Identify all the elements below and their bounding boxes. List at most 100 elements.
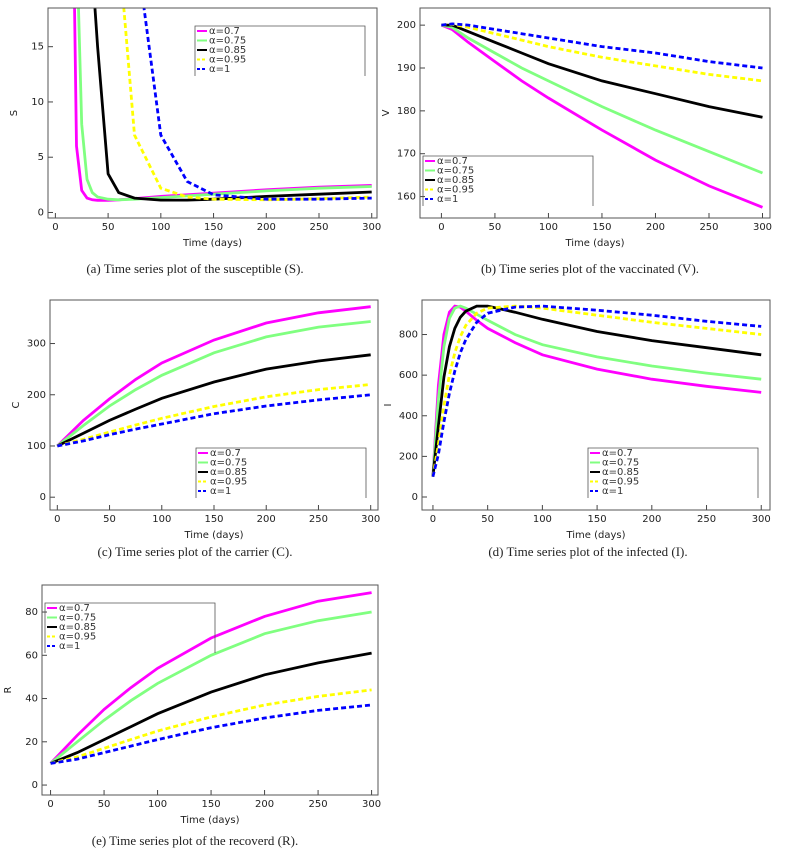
x-tick-label: 300 (362, 799, 381, 810)
y-axis-label: I (383, 404, 394, 407)
y-tick-label: 200 (399, 451, 418, 462)
plot-frame (49, 299, 379, 511)
x-tick-label: 200 (257, 514, 276, 525)
x-tick-label: 100 (533, 514, 552, 525)
y-tick-label: 180 (397, 106, 416, 117)
y-tick-label: 0 (32, 780, 38, 791)
legend-box (194, 25, 366, 76)
x-tick-label: 0 (438, 222, 444, 233)
x-tick-label: 50 (481, 514, 494, 525)
y-axis-label: S (9, 110, 20, 116)
y-tick-label: 5 (38, 152, 44, 163)
plot-frame (419, 7, 771, 219)
plot-area (49, 591, 372, 765)
x-tick-label: 150 (204, 222, 223, 233)
legend-label: α=1 (602, 486, 623, 497)
caption: (b) Time series plot of the vaccinated (… (481, 261, 699, 276)
legend-box (587, 447, 759, 498)
x-tick-label: 50 (103, 514, 116, 525)
series-line (56, 320, 371, 448)
plot-frame (41, 584, 379, 796)
series-line (57, 393, 371, 448)
caption: (a) Time series plot of the susceptible … (86, 261, 303, 276)
legend-label: α=0.7 (210, 448, 241, 459)
x-tick-label: 200 (257, 222, 276, 233)
legend-box (195, 447, 367, 498)
y-tick-label: 190 (397, 63, 416, 74)
legend-label: α=0.85 (602, 467, 639, 478)
legend-label: α=1 (59, 641, 80, 652)
y-tick-label: 10 (31, 97, 44, 108)
legend-label: α=1 (437, 194, 458, 205)
y-tick-label: 400 (399, 411, 418, 422)
x-tick-label: 250 (697, 514, 716, 525)
y-tick-label: 800 (399, 330, 418, 341)
y-tick-label: 0 (38, 207, 44, 218)
x-axis-label: Time (days) (183, 530, 243, 541)
series-line (431, 304, 762, 477)
y-axis-label: C (11, 401, 22, 408)
y-tick-label: 170 (397, 149, 416, 160)
series-line (431, 304, 762, 477)
x-tick-label: 100 (148, 799, 167, 810)
series-line (441, 22, 763, 70)
y-axis-label: R (3, 686, 14, 693)
caption: (c) Time series plot of the carrier (C). (98, 544, 293, 559)
series-line (441, 23, 764, 175)
x-tick-label: 300 (753, 222, 772, 233)
x-tick-label: 250 (699, 222, 718, 233)
x-tick-label: 250 (309, 514, 328, 525)
x-tick-label: 300 (361, 514, 380, 525)
y-axis-label: V (381, 109, 392, 116)
y-tick-label: 200 (27, 390, 46, 401)
legend-label: α=0.75 (59, 613, 96, 624)
legend-label: α=0.95 (210, 477, 247, 488)
plot-area (56, 305, 371, 448)
x-tick-label: 0 (47, 799, 53, 810)
plot-frame (47, 7, 378, 219)
x-tick-label: 150 (588, 514, 607, 525)
legend-label: α=0.85 (209, 45, 246, 56)
legend-label: α=0.85 (437, 175, 474, 186)
legend-label: α=0.95 (59, 632, 96, 643)
legend-label: α=0.7 (437, 156, 468, 167)
x-tick-label: 100 (152, 514, 171, 525)
plot-area (73, 8, 372, 202)
series-line (49, 610, 372, 765)
plot-area (440, 22, 764, 209)
x-tick-label: 100 (539, 222, 558, 233)
legend-label: α=0.75 (209, 36, 246, 47)
series-line (50, 703, 372, 765)
legend-box (44, 602, 216, 653)
x-tick-label: 250 (309, 799, 328, 810)
y-tick-label: 0 (40, 492, 46, 503)
series-line (49, 591, 372, 765)
y-tick-label: 600 (399, 370, 418, 381)
x-tick-label: 150 (592, 222, 611, 233)
legend-label: α=0.95 (602, 477, 639, 488)
y-tick-label: 300 (27, 339, 46, 350)
plot-frame (421, 299, 771, 511)
series-line (56, 353, 371, 448)
x-tick-label: 0 (54, 514, 60, 525)
x-tick-label: 50 (98, 799, 111, 810)
x-axis-label: Time (days) (565, 530, 625, 541)
panel: 0 50 100 150 200 250 300 0 100 200 300 Time (days) C… (11, 299, 380, 559)
y-tick-label: 0 (412, 492, 418, 503)
x-tick-label: 150 (204, 514, 223, 525)
series-line (56, 383, 371, 448)
plot-area (431, 304, 762, 478)
series-line (440, 23, 764, 209)
series-line (77, 8, 372, 202)
x-tick-label: 300 (362, 222, 381, 233)
x-tick-label: 300 (752, 514, 771, 525)
y-tick-label: 100 (27, 441, 46, 452)
series-line (431, 304, 762, 477)
legend-label: α=0.7 (59, 603, 90, 614)
x-tick-label: 250 (309, 222, 328, 233)
series-line (50, 651, 372, 765)
legend-label: α=1 (209, 64, 230, 75)
panel: 0 50 100 150 200 250 300 0 20 40 60 80 Time (days) Rα… (3, 584, 381, 848)
legend-box (422, 155, 594, 206)
